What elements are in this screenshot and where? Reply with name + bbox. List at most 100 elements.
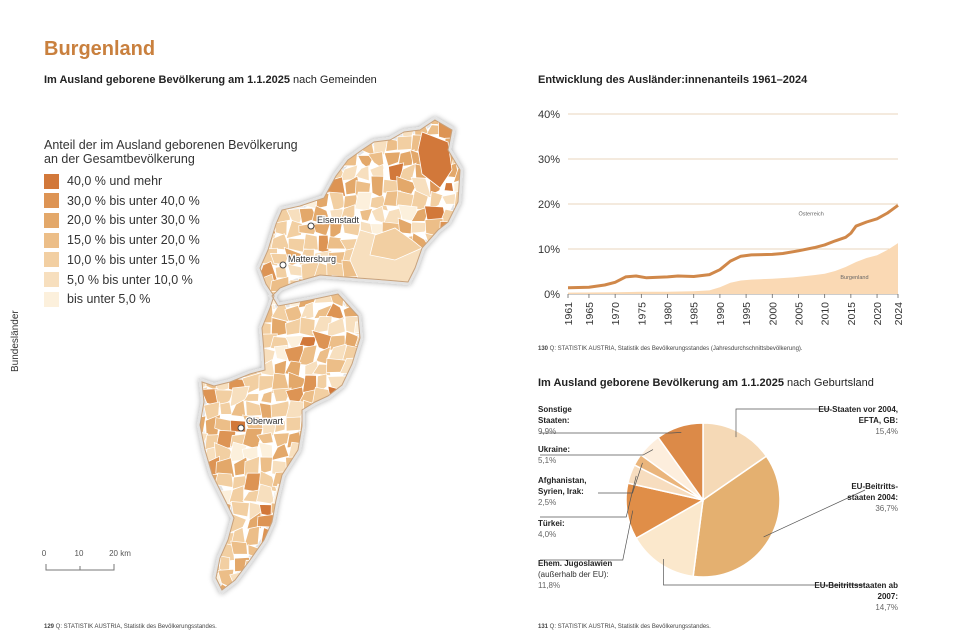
municipality bbox=[467, 429, 487, 446]
municipality bbox=[262, 419, 278, 436]
municipality bbox=[457, 136, 460, 156]
municipality bbox=[340, 430, 359, 447]
municipality bbox=[201, 359, 221, 378]
municipality bbox=[286, 485, 307, 503]
municipality bbox=[271, 600, 287, 605]
municipality bbox=[373, 498, 384, 517]
municipality bbox=[204, 274, 221, 294]
municipality bbox=[468, 474, 487, 491]
municipality bbox=[426, 330, 444, 346]
municipality bbox=[255, 122, 273, 141]
municipality bbox=[411, 363, 425, 379]
pie-leader-line bbox=[598, 462, 643, 494]
municipality bbox=[330, 557, 349, 573]
municipality bbox=[355, 587, 372, 590]
municipality bbox=[354, 487, 377, 502]
municipality bbox=[398, 516, 418, 534]
municipality bbox=[370, 121, 387, 140]
pie-label-yugo-name: Ehem. Jugoslawien bbox=[538, 559, 613, 568]
municipality bbox=[482, 344, 490, 360]
municipality bbox=[271, 541, 290, 560]
municipality bbox=[313, 567, 329, 590]
municipality bbox=[219, 234, 234, 254]
pie-label-other: Sonstige Staaten: 9,9% bbox=[538, 404, 588, 437]
municipality bbox=[470, 110, 488, 126]
municipality bbox=[369, 195, 389, 212]
municipality bbox=[413, 489, 428, 507]
municipality bbox=[382, 289, 405, 309]
municipality bbox=[303, 597, 319, 605]
municipality bbox=[358, 387, 375, 408]
pie-label-eu-old-value: 15,4% bbox=[875, 427, 898, 436]
municipality bbox=[303, 444, 320, 464]
municipality bbox=[241, 260, 260, 277]
municipality bbox=[395, 483, 416, 506]
municipality bbox=[200, 458, 203, 477]
municipality bbox=[396, 120, 417, 124]
legend-item: 5,0 % bis unter 10,0 % bbox=[44, 271, 193, 289]
municipality bbox=[370, 584, 390, 590]
municipality bbox=[259, 162, 278, 178]
municipality bbox=[358, 459, 376, 474]
municipality bbox=[481, 487, 490, 505]
municipality bbox=[298, 511, 314, 534]
municipality bbox=[283, 344, 304, 366]
municipality bbox=[456, 461, 460, 475]
municipality bbox=[468, 149, 484, 169]
municipality bbox=[467, 374, 487, 392]
municipality bbox=[215, 275, 236, 294]
municipality bbox=[340, 582, 357, 590]
municipality bbox=[231, 207, 249, 225]
municipality bbox=[486, 263, 490, 282]
municipality bbox=[470, 178, 486, 192]
x-tick-label: 1965 bbox=[584, 302, 596, 326]
municipality bbox=[241, 317, 258, 338]
municipality bbox=[355, 512, 372, 532]
municipality bbox=[368, 470, 390, 486]
municipality bbox=[355, 499, 370, 521]
municipality bbox=[216, 222, 231, 240]
municipality bbox=[413, 315, 431, 338]
legend-swatch bbox=[44, 173, 59, 189]
municipality bbox=[244, 150, 262, 164]
municipality bbox=[213, 306, 236, 324]
municipality bbox=[411, 387, 429, 406]
municipality bbox=[471, 457, 488, 474]
municipality bbox=[354, 120, 371, 121]
municipality bbox=[483, 376, 490, 392]
municipality bbox=[312, 405, 334, 417]
municipality bbox=[242, 305, 259, 322]
municipality bbox=[299, 556, 320, 574]
municipality bbox=[451, 218, 460, 239]
municipality bbox=[284, 334, 306, 350]
municipality bbox=[355, 420, 376, 435]
municipality bbox=[329, 443, 346, 460]
municipality bbox=[298, 161, 315, 183]
municipality bbox=[467, 331, 487, 352]
pie-label-eu-2007: EU-Beitrittsstaaten ab 2007: 14,7% bbox=[808, 580, 898, 613]
municipality bbox=[468, 290, 484, 305]
municipality bbox=[410, 406, 432, 422]
municipality bbox=[485, 178, 490, 197]
municipality bbox=[214, 290, 236, 305]
municipality bbox=[298, 134, 318, 153]
municipality bbox=[216, 597, 234, 605]
municipality bbox=[270, 554, 288, 575]
municipality bbox=[452, 429, 460, 445]
x-tick-label: 1990 bbox=[715, 302, 727, 326]
municipality bbox=[412, 329, 430, 352]
municipality bbox=[214, 176, 236, 193]
municipality bbox=[396, 415, 418, 435]
municipality bbox=[441, 515, 454, 531]
municipality bbox=[382, 554, 404, 575]
municipality bbox=[466, 262, 486, 279]
municipality bbox=[200, 181, 209, 193]
legend-item: 10,0 % bis unter 15,0 % bbox=[44, 251, 200, 269]
municipality bbox=[457, 234, 460, 253]
municipality bbox=[356, 429, 374, 445]
municipality bbox=[206, 515, 219, 533]
city-label-eisenstadt: Eisenstadt bbox=[317, 215, 360, 225]
municipality bbox=[411, 475, 433, 492]
municipality bbox=[200, 331, 205, 351]
municipality bbox=[243, 472, 262, 493]
